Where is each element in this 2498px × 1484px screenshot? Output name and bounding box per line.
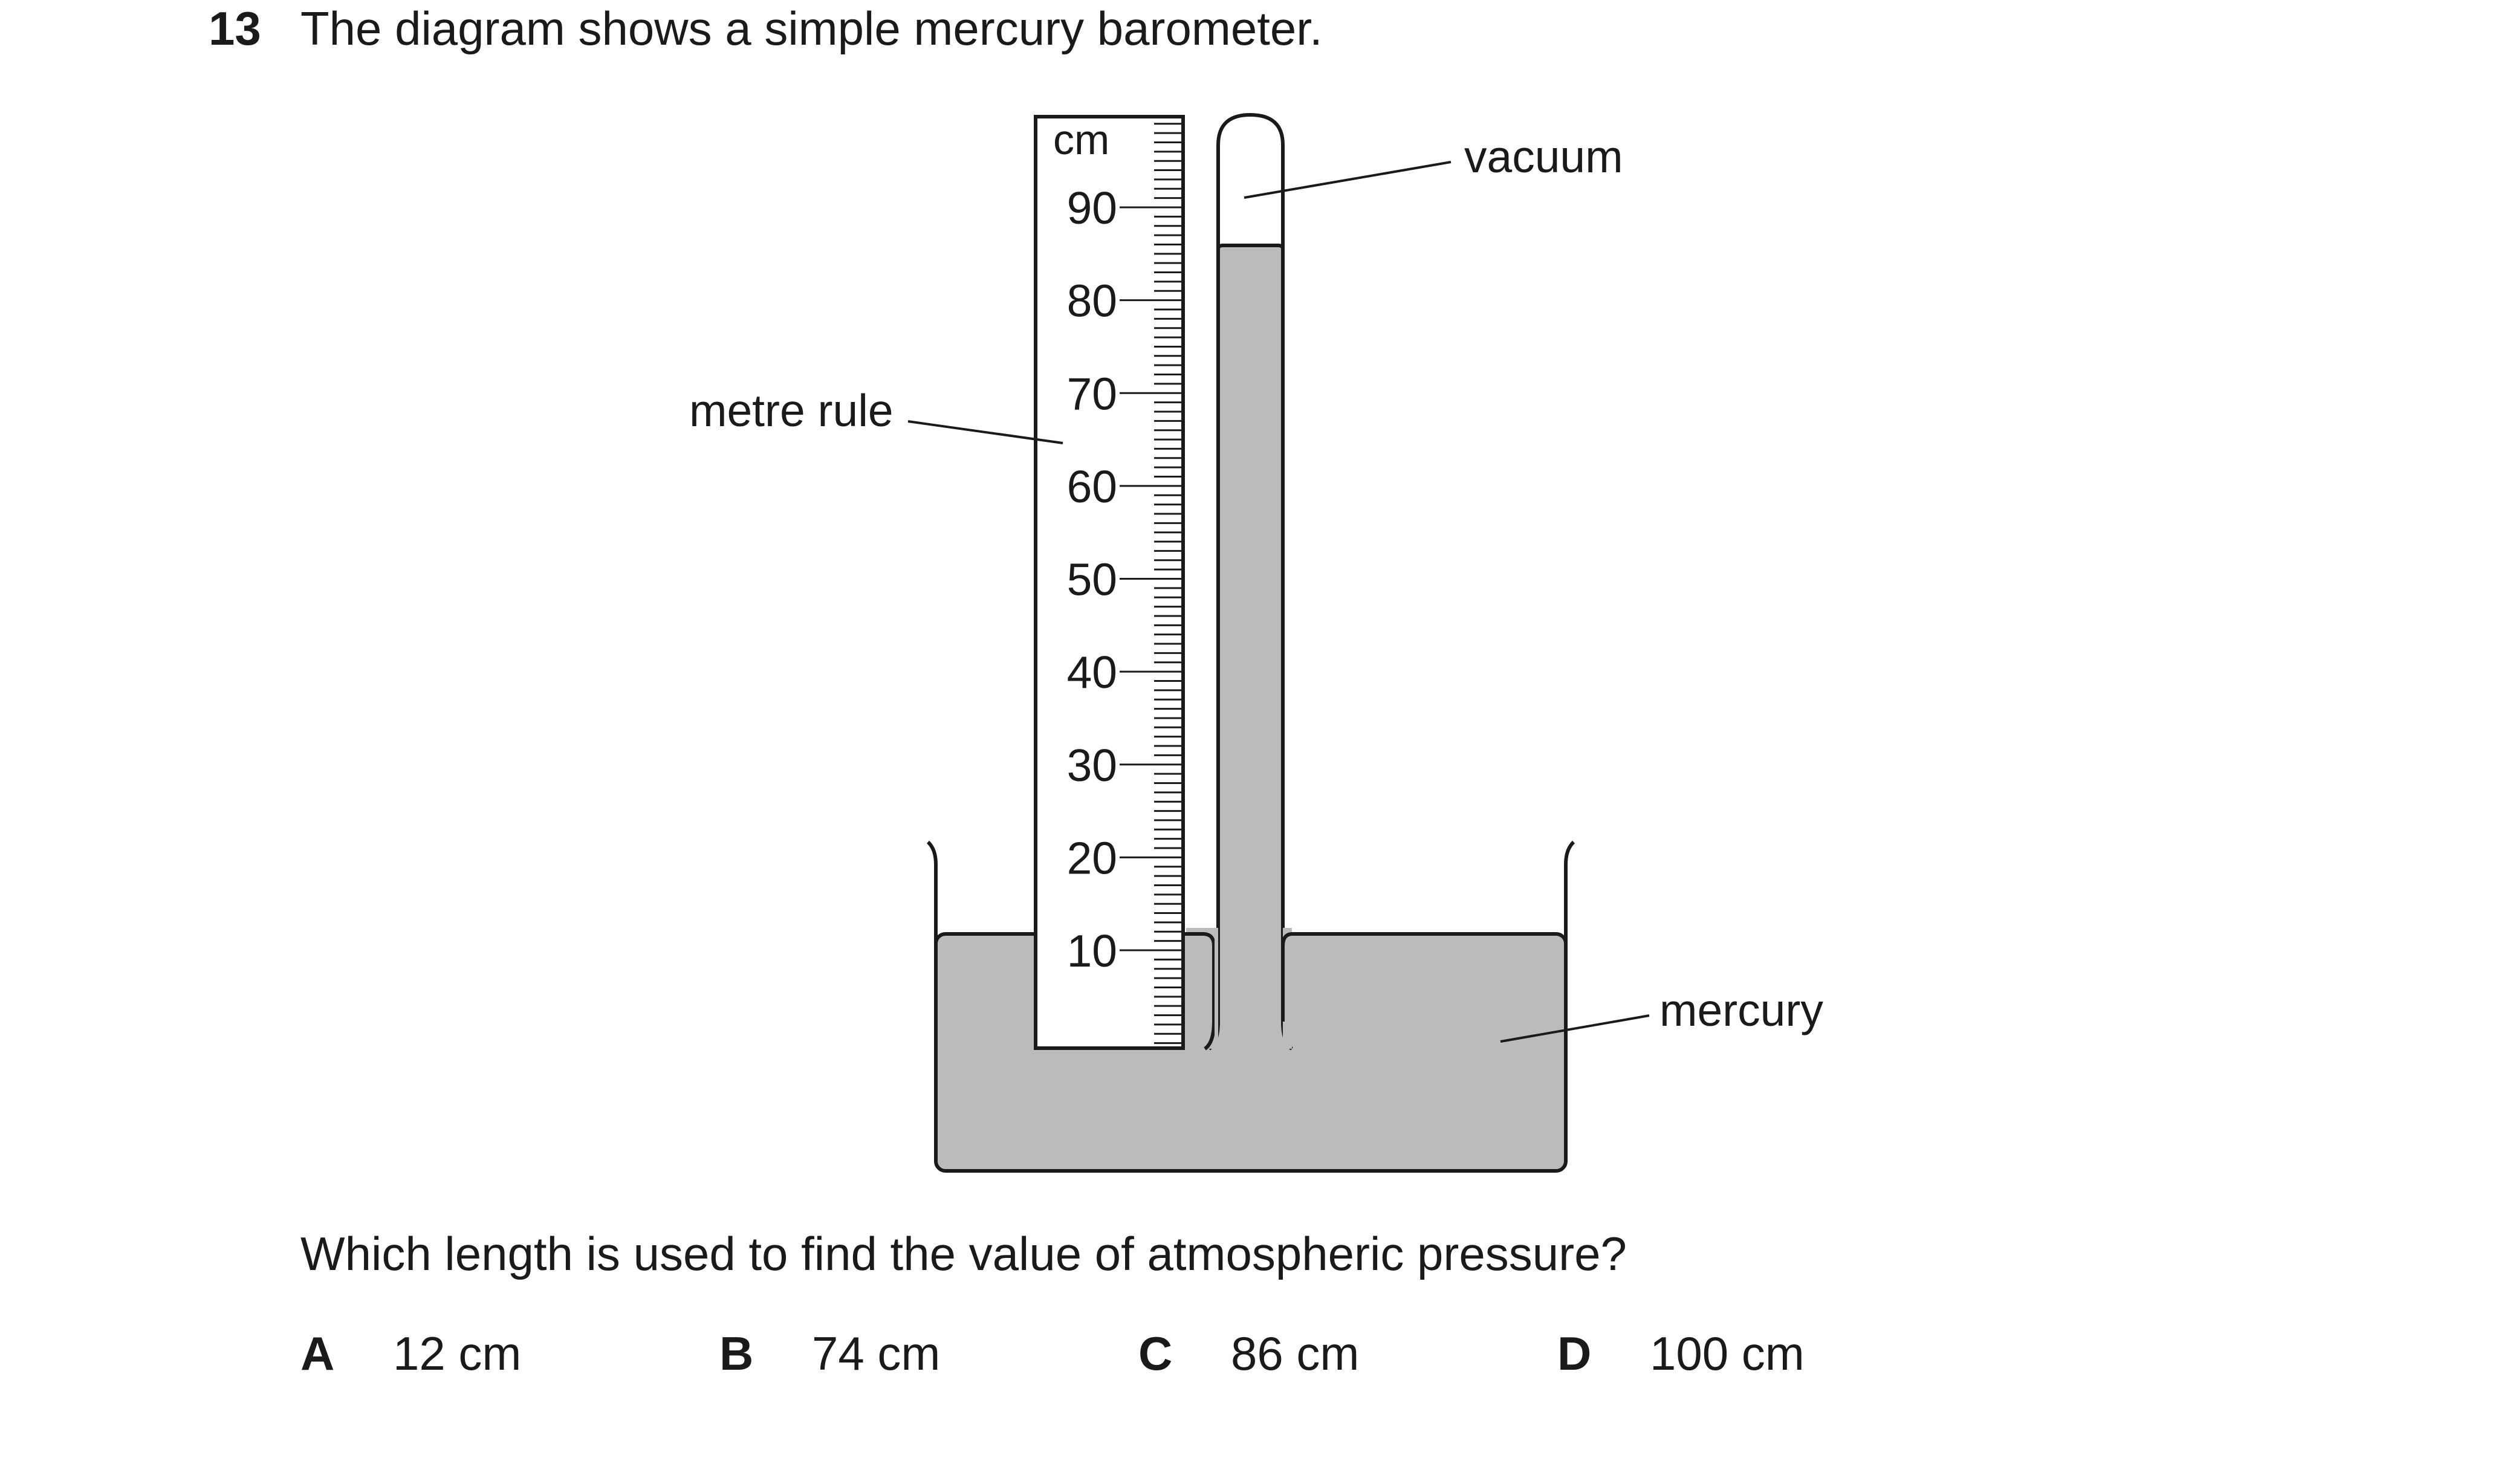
mercury-pointer-line: [1500, 1014, 1650, 1043]
option-letter: D: [1557, 1327, 1592, 1380]
question-intro: The diagram shows a simple mercury barom…: [300, 2, 1323, 55]
mercury-label: mercury: [1659, 985, 1823, 1035]
ruler-number: 60: [1067, 461, 1117, 512]
ruler-number: 50: [1067, 554, 1117, 605]
option-a[interactable]: A 12 cm: [300, 1330, 521, 1377]
option-c[interactable]: C 86 cm: [1138, 1330, 1359, 1377]
option-letter: A: [300, 1327, 335, 1380]
vacuum-label: vacuum: [1464, 131, 1623, 182]
option-value: 12 cm: [393, 1327, 522, 1380]
ruler-numbers: 90 80 70 60 50 40 30 20 10: [1067, 183, 1117, 976]
ruler-tick-marks: [1120, 123, 1183, 1045]
question-prompt: Which length is used to find the value o…: [300, 1227, 1627, 1280]
dish-wall-right: [1564, 840, 1575, 1149]
option-value: 74 cm: [812, 1327, 941, 1380]
vacuum-pointer-line: [1244, 161, 1452, 199]
option-value: 100 cm: [1650, 1327, 1805, 1380]
ruler-unit-label: cm: [1053, 116, 1109, 163]
metre-rule-label: metre rule: [689, 385, 894, 436]
question-number: 13: [209, 2, 261, 55]
ruler-number: 90: [1067, 183, 1117, 233]
ruler-number: 10: [1067, 925, 1117, 976]
ruler-number: 30: [1067, 740, 1117, 791]
option-d[interactable]: D 100 cm: [1557, 1330, 1805, 1377]
option-letter: C: [1138, 1327, 1173, 1380]
metre-rule-pointer-line: [907, 420, 1063, 444]
tube-mercury-column: [1218, 245, 1283, 1045]
option-letter: B: [719, 1327, 754, 1380]
option-value: 86 cm: [1231, 1327, 1360, 1380]
ruler-number: 80: [1067, 276, 1117, 326]
dish-wall-left: [926, 840, 938, 1149]
ruler-number: 40: [1067, 647, 1117, 698]
ruler-number: 20: [1067, 832, 1117, 883]
ruler-number: 70: [1067, 368, 1117, 419]
option-b[interactable]: B 74 cm: [719, 1330, 940, 1377]
